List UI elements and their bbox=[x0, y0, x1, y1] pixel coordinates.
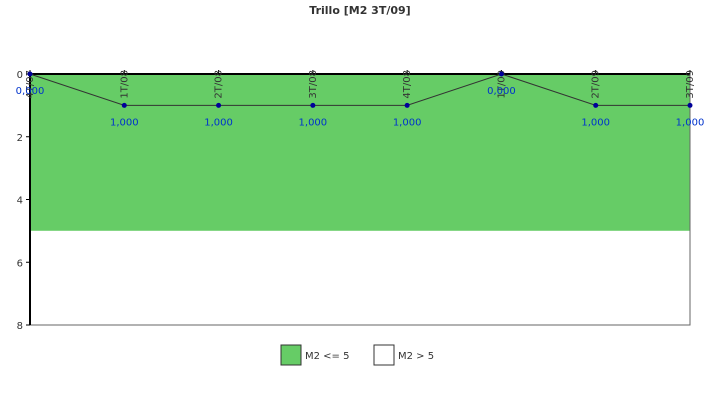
value-label: 1,000 bbox=[299, 117, 328, 128]
value-label: 1,000 bbox=[110, 117, 139, 128]
y-tick-label: 0 bbox=[17, 70, 23, 81]
x-tick-label: 4T/08 bbox=[402, 70, 413, 99]
value-label: 1,000 bbox=[393, 117, 422, 128]
legend-swatch bbox=[280, 344, 302, 366]
y-tick-label: 8 bbox=[17, 321, 23, 332]
x-tick-label: 2T/09 bbox=[591, 70, 602, 99]
legend-swatch bbox=[373, 344, 395, 366]
chart-title: Trillo [M2 3T/09] bbox=[309, 4, 410, 17]
point bbox=[216, 102, 222, 108]
band bbox=[30, 230, 690, 325]
point bbox=[687, 102, 693, 108]
point bbox=[27, 71, 33, 77]
value-label: 0,000 bbox=[16, 86, 45, 97]
line bbox=[29, 73, 690, 106]
value-label: 1,000 bbox=[204, 117, 233, 128]
legend-label: M2 > 5 bbox=[398, 351, 434, 362]
point bbox=[404, 102, 410, 108]
point bbox=[310, 102, 316, 108]
value-label: 0,000 bbox=[487, 86, 516, 97]
y-tick-label: 2 bbox=[17, 133, 23, 144]
legend-label: M2 <= 5 bbox=[305, 351, 349, 362]
y-tick-label: 6 bbox=[17, 258, 23, 269]
x-tick-label: 3T/08 bbox=[308, 70, 319, 99]
x-tick-label: 4T/07 bbox=[25, 70, 36, 99]
x-tick-label: 3T/09 bbox=[685, 70, 696, 99]
point bbox=[593, 102, 599, 108]
x-tick-label: 1T/09 bbox=[496, 70, 507, 99]
y-tick-label: 4 bbox=[17, 196, 23, 207]
point bbox=[498, 71, 504, 77]
x-tick-label: 2T/08 bbox=[214, 70, 225, 99]
value-label: 1,000 bbox=[676, 117, 705, 128]
value-label: 1,000 bbox=[581, 117, 610, 128]
x-tick-label: 1T/08 bbox=[119, 70, 130, 99]
point bbox=[121, 102, 127, 108]
